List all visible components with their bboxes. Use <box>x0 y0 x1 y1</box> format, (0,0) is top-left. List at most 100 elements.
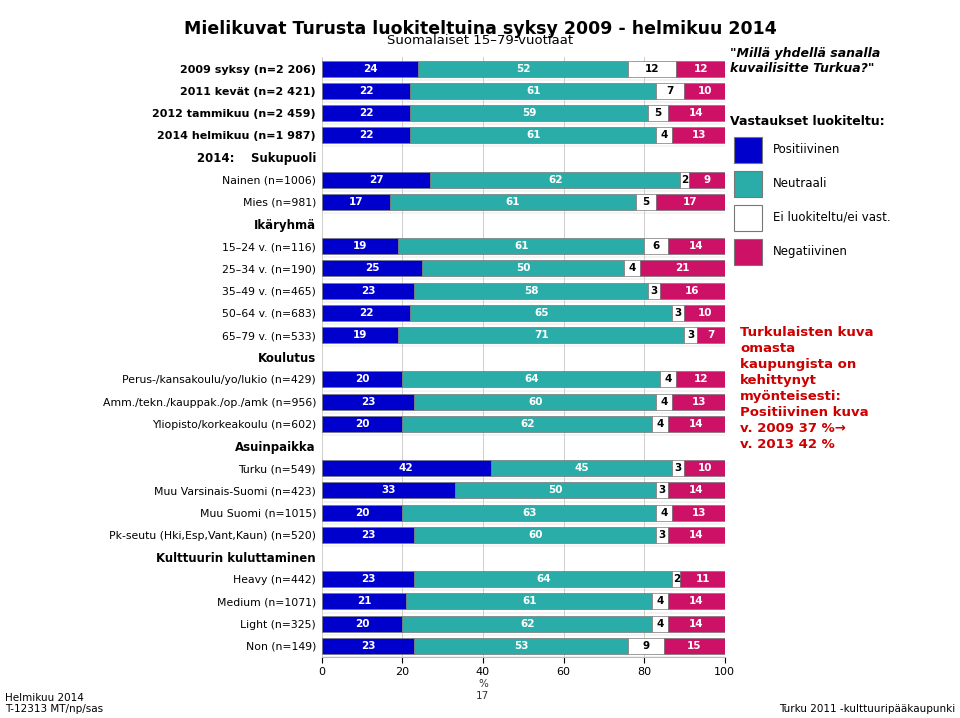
Text: 4: 4 <box>657 419 664 429</box>
Text: 6: 6 <box>653 241 660 251</box>
Text: 53: 53 <box>514 641 528 651</box>
Text: 20: 20 <box>354 374 370 384</box>
Text: 9: 9 <box>642 641 650 651</box>
Text: 10: 10 <box>697 463 712 473</box>
Text: Helmikuu 2014
T-12313 MT/np/sas: Helmikuu 2014 T-12313 MT/np/sas <box>5 693 103 714</box>
Bar <box>668 615 725 632</box>
Text: 22: 22 <box>359 108 373 118</box>
Text: 13: 13 <box>691 508 706 518</box>
Bar <box>657 505 672 521</box>
Bar <box>322 594 406 610</box>
FancyBboxPatch shape <box>733 205 762 231</box>
Text: 23: 23 <box>361 396 375 406</box>
Bar <box>415 527 657 543</box>
Text: 21: 21 <box>357 597 372 607</box>
Text: taloustutkimus oy: taloustutkimus oy <box>10 23 158 38</box>
Bar <box>652 615 668 632</box>
Bar <box>322 83 410 99</box>
Text: 62: 62 <box>520 619 535 629</box>
Text: 4: 4 <box>660 508 668 518</box>
Bar <box>640 261 725 276</box>
Bar <box>402 416 652 432</box>
Text: 23: 23 <box>361 530 375 540</box>
Text: Neutraali: Neutraali <box>773 177 828 190</box>
Text: 23: 23 <box>361 574 375 584</box>
Bar <box>491 460 672 476</box>
Text: 11: 11 <box>695 574 709 584</box>
Bar <box>677 60 725 77</box>
Bar <box>684 305 725 321</box>
Bar <box>657 194 725 210</box>
Text: 45: 45 <box>574 463 589 473</box>
Text: 4: 4 <box>629 264 636 274</box>
Text: 61: 61 <box>526 130 540 140</box>
Bar <box>455 482 657 498</box>
Text: 61: 61 <box>526 85 540 95</box>
Text: 14: 14 <box>689 485 704 495</box>
Text: 65: 65 <box>534 308 548 318</box>
Text: 3: 3 <box>687 330 694 340</box>
Bar <box>402 371 660 388</box>
Bar <box>668 527 725 543</box>
Text: 4: 4 <box>657 597 664 607</box>
Text: 14: 14 <box>689 241 704 251</box>
Text: 2: 2 <box>673 574 680 584</box>
Bar <box>677 371 725 388</box>
Text: Turku 2011 -kulttuuripääkaupunki: Turku 2011 -kulttuuripääkaupunki <box>779 704 955 714</box>
Bar <box>664 638 725 654</box>
FancyBboxPatch shape <box>733 239 762 265</box>
Bar <box>322 283 415 299</box>
Bar <box>657 527 668 543</box>
Text: 58: 58 <box>524 286 539 296</box>
Bar <box>322 172 430 187</box>
Text: 24: 24 <box>363 63 377 73</box>
Bar <box>657 83 684 99</box>
Bar <box>322 393 415 409</box>
Text: 4: 4 <box>660 130 668 140</box>
Text: 61: 61 <box>514 241 528 251</box>
Bar <box>657 127 672 143</box>
Text: Suomalaiset 15–79-vuotiaat: Suomalaiset 15–79-vuotiaat <box>387 34 573 47</box>
Text: 50: 50 <box>548 485 563 495</box>
Text: 13: 13 <box>691 130 706 140</box>
Bar <box>419 60 628 77</box>
Bar <box>322 460 491 476</box>
Bar <box>415 638 628 654</box>
Text: 50: 50 <box>516 264 531 274</box>
Bar <box>415 283 648 299</box>
Bar <box>322 261 422 276</box>
Bar <box>648 283 660 299</box>
Text: 12: 12 <box>693 63 708 73</box>
Text: 71: 71 <box>534 330 549 340</box>
Bar <box>672 460 684 476</box>
Text: 22: 22 <box>359 85 373 95</box>
Bar <box>684 83 725 99</box>
Text: 4: 4 <box>664 374 672 384</box>
Text: 61: 61 <box>506 197 520 207</box>
Text: 2: 2 <box>681 174 688 185</box>
Bar <box>322 638 415 654</box>
Bar <box>406 594 652 610</box>
Bar <box>657 393 672 409</box>
Text: 3: 3 <box>659 530 666 540</box>
Bar <box>410 305 672 321</box>
Bar <box>322 505 402 521</box>
Text: 23: 23 <box>361 641 375 651</box>
Bar <box>430 172 681 187</box>
Text: 3: 3 <box>675 463 682 473</box>
Bar <box>322 527 415 543</box>
Text: 10: 10 <box>697 85 712 95</box>
Text: 42: 42 <box>399 463 414 473</box>
Text: 25: 25 <box>365 264 379 274</box>
Text: 33: 33 <box>381 485 396 495</box>
Bar <box>422 261 624 276</box>
Bar <box>410 105 648 121</box>
Bar <box>415 393 657 409</box>
Bar <box>628 638 664 654</box>
Bar <box>697 327 725 343</box>
Bar <box>672 305 684 321</box>
Text: "Millä yhdellä sanalla
kuvailisitte Turkua?": "Millä yhdellä sanalla kuvailisitte Turk… <box>730 47 880 75</box>
Text: 64: 64 <box>536 574 551 584</box>
Bar <box>672 572 681 587</box>
Bar <box>322 572 415 587</box>
